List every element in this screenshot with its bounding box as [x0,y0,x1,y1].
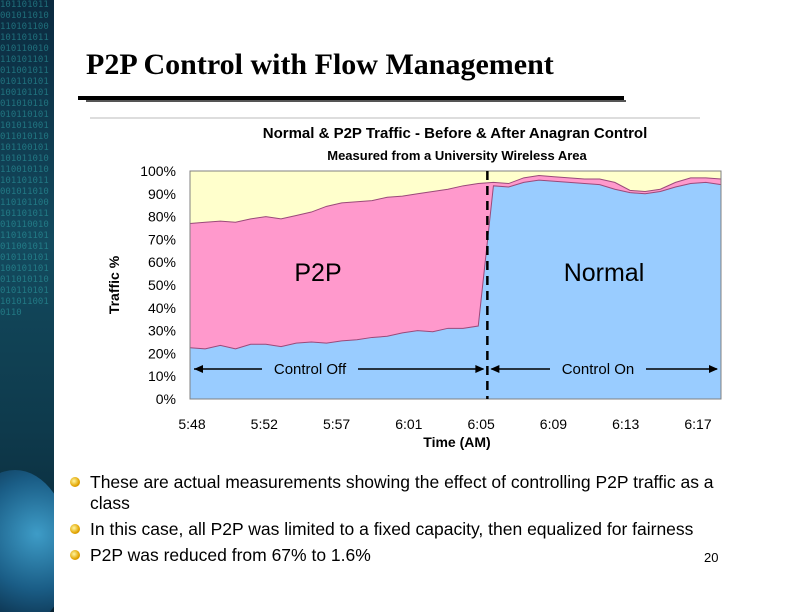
y-tick-label: 50% [148,277,176,293]
x-tick-label: 5:57 [323,416,350,432]
title-underline-shadow [86,100,626,102]
bullet-item: In this case, all P2P was limited to a f… [70,519,720,540]
x-tick-label: 5:48 [178,416,205,432]
y-tick-label: 0% [156,391,176,407]
bullet-item: P2P was reduced from 67% to 1.6% [70,545,720,566]
bullet-icon [70,550,80,560]
line-p2p-top [189,175,722,224]
y-tick-label: 70% [148,231,176,247]
chart-title: Normal & P2P Traffic - Before & After An… [263,125,648,142]
slide-title: P2P Control with Flow Management [86,48,554,81]
y-tick-label: 60% [148,254,176,270]
y-tick-label: 10% [148,368,176,384]
control-on-label: Control On [562,361,635,378]
plot-frame [189,170,722,400]
control-off-label: Control Off [274,361,347,378]
x-tick-label: 6:05 [468,416,495,432]
bullet-text: P2P was reduced from 67% to 1.6% [90,545,371,565]
title-underline [78,96,624,100]
page-number: 20 [704,550,719,565]
region-label-p2p: P2P [294,259,341,287]
control-on-arrowhead-left [490,365,500,373]
bullet-item: These are actual measurements showing th… [70,472,720,514]
decorative-sidebar: 1011010110010110101101011001011010110101… [0,0,54,612]
control-off-label-bg [262,358,358,376]
x-tick-label: 6:17 [684,416,711,432]
bullet-text: These are actual measurements showing th… [90,472,714,513]
traffic-chart: Normal & P2P Traffic - Before & After An… [90,117,722,450]
control-off-arrowhead-right [475,365,485,373]
globe-graphic [0,470,54,612]
y-axis-label: Traffic % [106,255,122,314]
y-tick-label: 20% [148,345,176,361]
bullet-icon [70,477,80,487]
control-on-arrowhead-right [709,365,718,373]
x-tick-label: 6:01 [395,416,422,432]
y-tick-label: 100% [140,163,176,179]
chart-subtitle: Measured from a University Wireless Area [327,148,587,163]
control-on-label-bg [550,358,646,376]
bullet-text: In this case, all P2P was limited to a f… [90,519,694,539]
y-tick-label: 40% [148,300,176,316]
y-tick-label: 90% [148,186,176,202]
bullet-icon [70,524,80,534]
x-axis-label: Time (AM) [423,434,490,450]
x-tick-label: 5:52 [251,416,278,432]
sidebar-pattern: 1011010110010110101101011001011010110101… [0,0,49,318]
x-tick-label: 6:09 [540,416,567,432]
control-off-arrowhead-left [194,365,203,373]
bullet-list: These are actual measurements showing th… [70,472,720,571]
line-normal-top [189,179,722,350]
y-tick-label: 30% [148,323,176,339]
area-normal [190,180,721,399]
region-label-normal: Normal [564,259,645,287]
x-tick-label: 6:13 [612,416,639,432]
y-tick-label: 80% [148,209,176,225]
